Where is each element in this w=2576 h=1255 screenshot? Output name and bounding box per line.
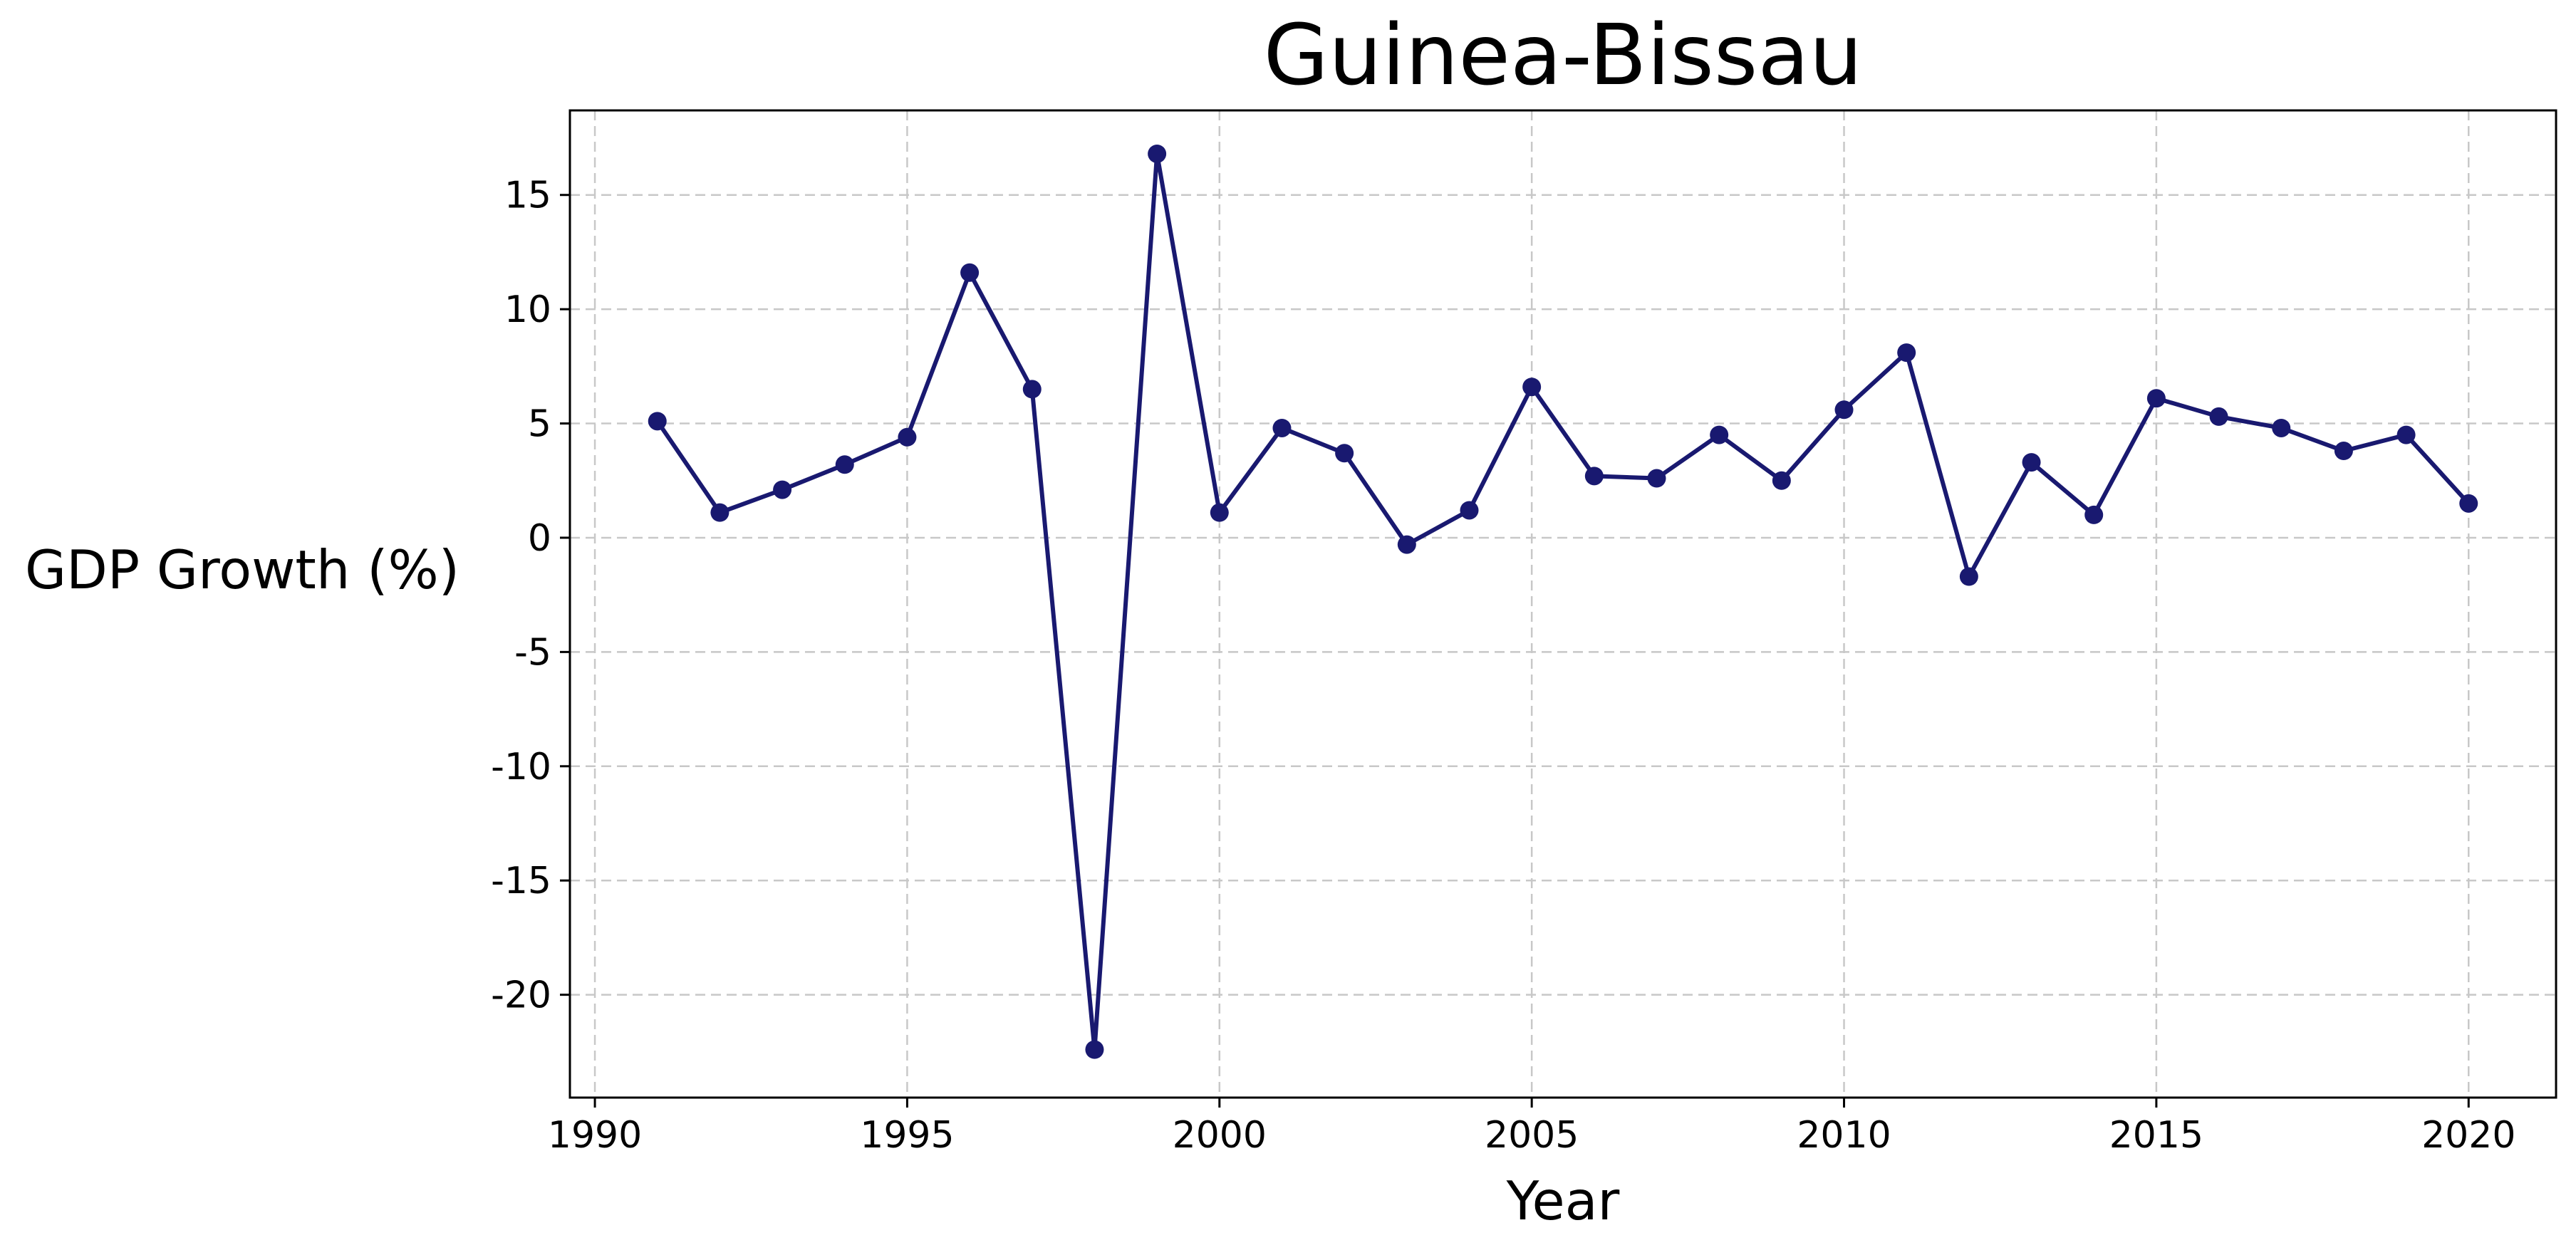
data-point — [1834, 400, 1854, 420]
data-point — [2272, 418, 2291, 437]
data-point — [2334, 442, 2353, 461]
data-point — [1710, 425, 1729, 444]
x-tick-label: 1995 — [860, 1114, 954, 1157]
data-point — [1897, 343, 1916, 363]
data-point — [1085, 1040, 1104, 1059]
data-point — [1647, 469, 1666, 488]
y-tick-label: 0 — [528, 517, 551, 560]
x-tick-label: 2020 — [2421, 1114, 2515, 1157]
x-tick-label: 2015 — [2109, 1114, 2203, 1157]
data-point — [835, 455, 854, 474]
data-point — [1959, 567, 1978, 586]
x-tick-label: 1990 — [548, 1114, 642, 1157]
data-point — [1397, 535, 1416, 554]
data-point — [648, 412, 667, 431]
data-point — [1460, 501, 1479, 520]
data-point — [2396, 425, 2416, 444]
y-axis-label: GDP Growth (%) — [25, 538, 459, 601]
x-axis-label: Year — [1506, 1170, 1620, 1232]
data-point — [1335, 444, 1354, 463]
data-point — [898, 427, 917, 447]
y-tick-label: 5 — [528, 403, 551, 446]
data-point — [1772, 471, 1791, 490]
y-tick-label: 15 — [504, 175, 551, 217]
x-tick-label: 2000 — [1173, 1114, 1267, 1157]
data-point — [2022, 453, 2041, 472]
y-tick-label: -20 — [491, 974, 551, 1017]
series-line — [655, 151, 2471, 1052]
x-tick-label: 2010 — [1797, 1114, 1891, 1157]
y-tick-label: -10 — [491, 746, 551, 788]
grid — [570, 110, 2556, 1098]
data-point — [2084, 505, 2104, 524]
axis-ticks: 1990 1995 2000 2005 2010 2015 2020 -20 -15 -10 -5 0… — [491, 175, 2515, 1157]
series — [648, 144, 2478, 1059]
data-point — [1522, 377, 1542, 397]
y-tick-label: -15 — [491, 860, 551, 902]
data-point — [1272, 418, 1292, 437]
chart-title: Guinea-Bissau — [1264, 6, 1863, 104]
y-tick-label: 10 — [504, 288, 551, 331]
data-point — [710, 503, 729, 522]
data-point — [1210, 503, 1229, 522]
data-point — [1584, 467, 1604, 486]
y-tick-label: -5 — [514, 631, 551, 674]
x-tick-label: 2005 — [1485, 1114, 1579, 1157]
data-point — [1148, 144, 1167, 163]
data-point — [2209, 407, 2228, 426]
data-point — [2459, 494, 2478, 513]
data-point — [1022, 380, 1042, 399]
plot-frame — [568, 109, 2557, 1099]
data-point — [773, 480, 792, 499]
data-point — [960, 263, 980, 282]
data-point — [2146, 389, 2166, 408]
